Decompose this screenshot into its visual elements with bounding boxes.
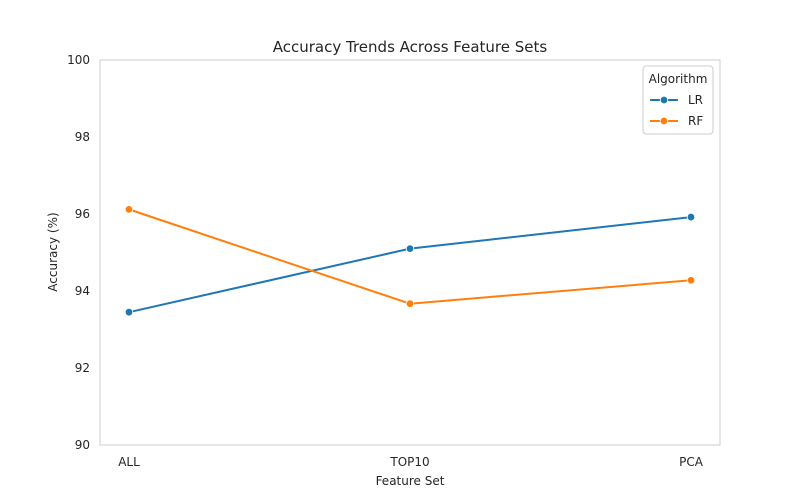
y-tick-label: 90 <box>75 438 90 452</box>
x-axis: ALL TOP10 PCA <box>118 455 703 469</box>
legend-title: Algorithm <box>649 72 708 86</box>
legend-marker-rf <box>659 116 669 126</box>
x-axis-label: Feature Set <box>376 474 445 488</box>
y-axis: 90 92 94 96 98 100 <box>67 53 90 452</box>
data-point-lr <box>686 212 696 222</box>
data-point-rf <box>686 276 696 285</box>
data-point-rf <box>124 205 134 214</box>
series-layer <box>124 205 696 317</box>
x-tick-label: PCA <box>679 455 704 469</box>
x-tick-label: ALL <box>118 455 140 469</box>
y-tick-label: 96 <box>75 207 90 221</box>
y-axis-label: Accuracy (%) <box>46 212 60 291</box>
x-tick-label: TOP10 <box>389 455 429 469</box>
chart-title: Accuracy Trends Across Feature Sets <box>273 38 548 56</box>
y-tick-label: 94 <box>75 284 90 298</box>
data-point-lr <box>405 244 415 253</box>
legend-label-rf: RF <box>688 114 703 128</box>
legend: Algorithm LR RF <box>642 65 714 135</box>
y-tick-label: 92 <box>75 361 90 375</box>
legend-entries: LR RF <box>650 93 703 128</box>
y-tick-label: 98 <box>75 130 90 144</box>
data-point-lr <box>124 307 134 317</box>
legend-label-lr: LR <box>688 93 703 107</box>
data-point-rf <box>405 299 415 308</box>
y-tick-label: 100 <box>67 53 90 67</box>
legend-marker-lr <box>659 95 669 105</box>
